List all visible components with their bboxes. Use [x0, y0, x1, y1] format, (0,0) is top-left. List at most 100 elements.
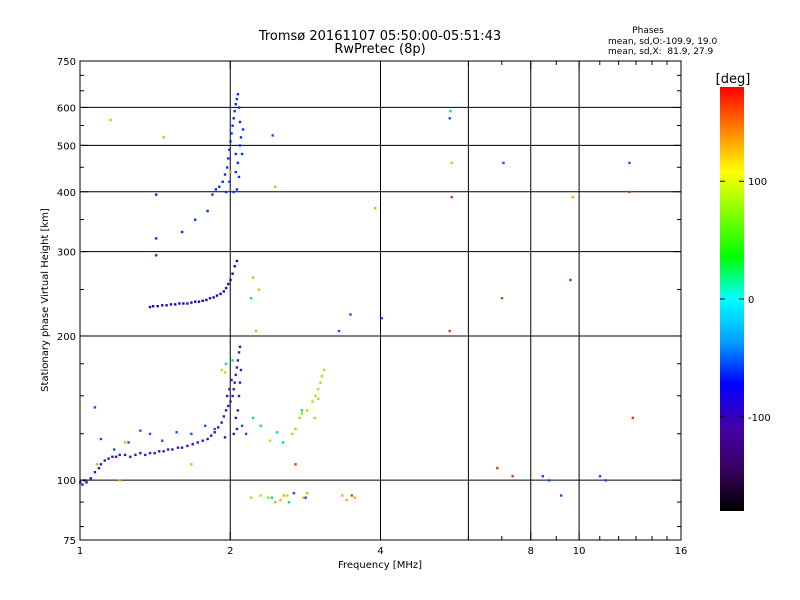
data-point	[317, 388, 320, 391]
data-point	[449, 109, 452, 113]
data-point	[161, 439, 164, 442]
data-point	[234, 170, 237, 174]
data-point	[223, 436, 227, 439]
data-point	[118, 479, 121, 482]
data-point	[304, 496, 307, 499]
colorbar-tick-label: 0	[748, 295, 754, 306]
data-point	[251, 416, 255, 420]
x-tick-label: 2	[227, 546, 233, 557]
y-tick-label: 75	[63, 536, 76, 547]
data-point	[349, 313, 352, 316]
data-point	[314, 394, 317, 398]
x-tick-label: 4	[377, 546, 383, 557]
data-point	[569, 278, 572, 282]
data-point	[320, 375, 324, 378]
data-point	[93, 406, 97, 409]
data-point	[268, 439, 272, 442]
data-point	[227, 157, 230, 160]
data-point	[186, 444, 189, 448]
data-point	[229, 400, 232, 403]
data-point	[230, 132, 233, 135]
data-point	[232, 190, 235, 194]
data-point	[197, 300, 201, 303]
x-tick-label: 1	[77, 546, 83, 557]
data-point	[194, 218, 197, 221]
data-point	[162, 136, 165, 139]
data-point	[547, 479, 551, 482]
data-point	[236, 359, 240, 362]
colorbar-label: [deg]	[716, 72, 751, 87]
data-point	[213, 431, 216, 434]
data-point	[275, 431, 279, 434]
data-point	[151, 305, 155, 308]
y-tick-label: 500	[57, 141, 76, 152]
data-point	[233, 109, 236, 113]
data-point	[211, 193, 214, 196]
data-point	[186, 302, 189, 305]
data-point	[380, 317, 383, 320]
data-point	[166, 448, 170, 451]
data-point	[190, 432, 193, 436]
data-point	[233, 265, 236, 268]
data-point	[162, 450, 165, 453]
data-point	[240, 424, 244, 427]
data-point	[234, 373, 237, 377]
data-point	[257, 288, 261, 291]
colorbar-ticks: -100 0 100	[720, 177, 771, 424]
data-point	[134, 453, 137, 457]
data-point	[93, 471, 97, 474]
data-point	[204, 424, 207, 427]
data-point	[99, 463, 103, 466]
data-point	[175, 431, 178, 434]
data-point	[237, 175, 241, 179]
data-point	[350, 494, 353, 497]
data-point	[217, 426, 220, 429]
data-point	[210, 434, 213, 437]
data-point	[139, 451, 142, 455]
data-point	[231, 359, 234, 362]
data-point	[89, 477, 92, 480]
data-point	[236, 161, 240, 165]
data-point	[213, 427, 216, 431]
data-point	[240, 152, 244, 156]
x-axis-label: Frequency [MHz]	[338, 560, 422, 571]
data-point	[182, 302, 185, 305]
data-point	[228, 180, 231, 183]
data-point	[118, 453, 121, 457]
data-point	[229, 170, 232, 174]
data-point	[114, 455, 118, 458]
data-point	[234, 416, 237, 420]
data-point	[218, 185, 221, 188]
data-point	[259, 494, 262, 497]
data-point	[222, 290, 225, 293]
data-point	[194, 300, 197, 303]
data-point	[300, 412, 303, 415]
data-point	[127, 441, 130, 444]
data-point	[234, 103, 237, 106]
data-point	[221, 180, 224, 183]
data-point	[81, 483, 84, 486]
phase-stats-line1: mean, sd,O:-109.9, 19.0	[608, 37, 718, 47]
data-point	[226, 394, 229, 398]
phase-stats-heading: Phases	[632, 26, 664, 36]
data-point	[496, 467, 499, 470]
data-point	[286, 494, 289, 497]
data-point	[144, 453, 147, 457]
data-point	[196, 441, 199, 444]
data-point	[239, 136, 243, 139]
data-point	[322, 368, 326, 372]
chart-subtitle: RwPretec (8p)	[334, 42, 425, 57]
data-point	[560, 494, 563, 497]
data-point	[267, 496, 270, 499]
data-point	[294, 463, 297, 466]
data-point	[224, 286, 228, 290]
data-point	[176, 446, 180, 449]
data-point	[201, 439, 204, 442]
data-point	[85, 481, 88, 484]
axis-ticks: 1 2 4 8 10 16 75 100 200 300 400 500 600 750	[57, 57, 687, 557]
data-point	[232, 117, 235, 120]
data-point	[178, 302, 181, 305]
data-point	[155, 237, 158, 240]
data-point	[228, 388, 231, 391]
